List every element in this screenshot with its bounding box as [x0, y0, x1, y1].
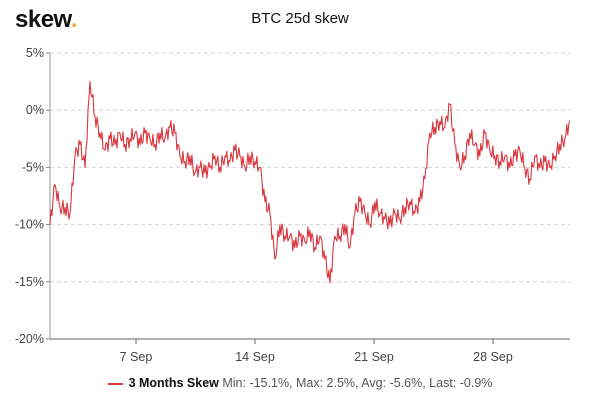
skew-logo: skew. — [15, 6, 78, 34]
y-tick-label: -20% — [15, 332, 44, 346]
x-tick-label: 28 Sep — [473, 350, 513, 364]
x-tick-label: 7 Sep — [120, 350, 153, 364]
y-tick-label: -5% — [22, 160, 44, 174]
legend-swatch — [107, 382, 123, 385]
y-tick-label: 5% — [26, 46, 44, 60]
y-tick-label: -15% — [15, 275, 44, 289]
legend: 3 Months Skew Min: -15.1%, Max: 2.5%, Av… — [0, 376, 600, 390]
logo-text: skew — [15, 6, 71, 33]
x-tick-label: 14 Sep — [235, 350, 275, 364]
legend-stats: Min: -15.1%, Max: 2.5%, Avg: -5.6%, Last… — [222, 376, 493, 390]
y-tick-label: -10% — [15, 218, 44, 232]
series-line-3-months-skew — [49, 81, 571, 284]
x-tick-label: 21 Sep — [354, 350, 394, 364]
logo-dot: . — [70, 6, 78, 33]
chart-title: BTC 25d skew — [251, 10, 349, 27]
legend-series-name: 3 Months Skew — [128, 376, 219, 390]
y-tick-label: 0% — [26, 103, 44, 117]
